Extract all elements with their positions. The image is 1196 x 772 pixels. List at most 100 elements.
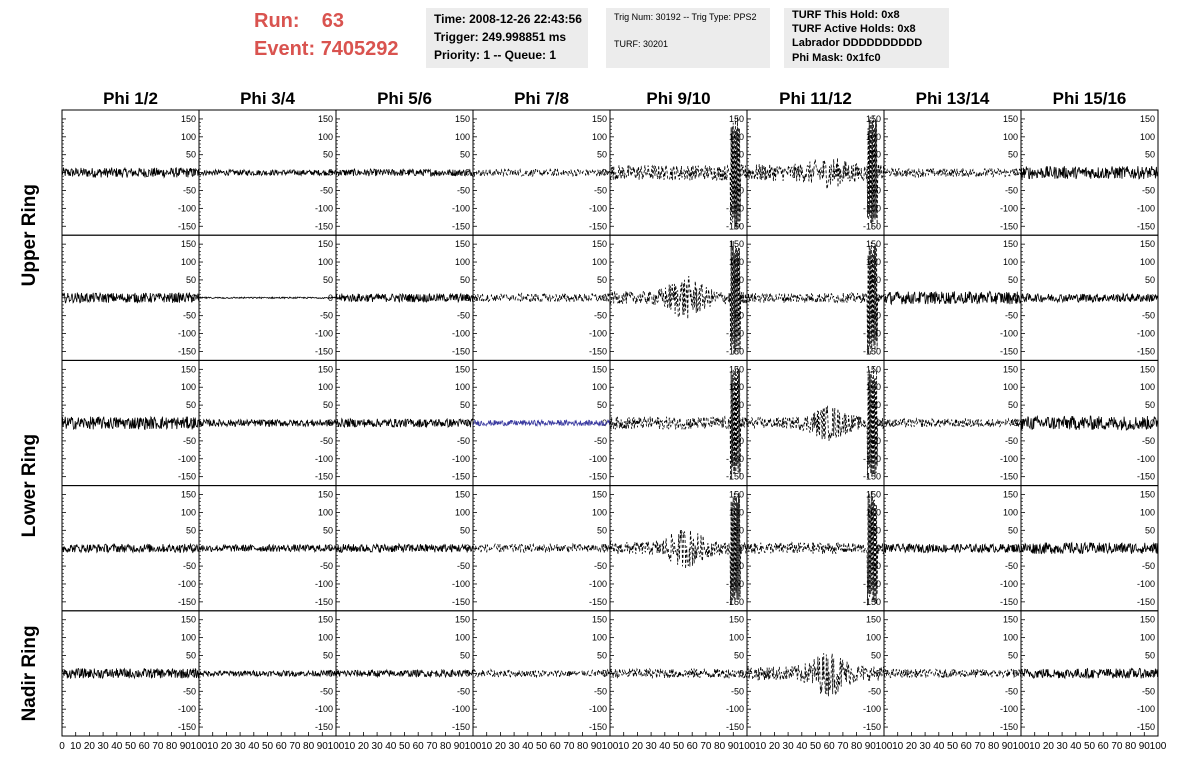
y-tick-label: -100 [315,704,333,714]
y-tick-label: 50 [186,525,196,535]
y-tick-label: 50 [597,150,607,160]
y-tick-label: -150 [1137,221,1155,231]
y-tick-label: -150 [315,722,333,732]
y-tick-label: 50 [460,400,470,410]
x-tick-label: 60 [824,741,836,752]
y-tick-label: 0 [328,668,333,678]
y-tick-label: -150 [726,597,744,607]
panel-frame [609,610,748,737]
y-tick-label: 100 [181,132,196,142]
y-tick-label: 150 [181,490,196,500]
x-tick-label: 40 [522,741,534,752]
y-tick-label: -50 [320,185,333,195]
y-tick-label: 100 [1003,132,1018,142]
y-tick-label: -150 [589,221,607,231]
time-info-box: Time: 2008-12-26 22:43:56 Trigger: 249.9… [426,8,588,68]
trig-num-text: Trig Num: 30192 -- Trig Type: PPS2 [614,12,757,22]
x-tick-label: 20 [632,741,644,752]
waveform-trace [1020,166,1159,180]
y-tick-label: 0 [876,543,881,553]
waveform-trace [746,491,885,606]
y-tick-label: 150 [318,490,333,500]
x-tick-label: 50 [262,741,274,752]
y-tick-label: 0 [739,668,744,678]
y-tick-label: 150 [181,239,196,249]
y-tick-label: -150 [1137,346,1155,356]
event-label-line: Event: 7405292 [254,38,399,61]
waveform-trace [1020,415,1159,432]
y-tick-label: 50 [871,150,881,160]
y-tick-label: 0 [328,543,333,553]
x-tick-label: 20 [84,741,96,752]
y-tick-label: 0 [1013,668,1018,678]
waveform-trace [472,292,610,303]
time-text: Time: 2008-12-26 22:43:56 [434,12,582,26]
x-tick-label: 50 [947,741,959,752]
x-tick-label: 10 [70,741,82,752]
y-tick-label: -50 [1142,686,1155,696]
waveform-trace [883,167,1022,179]
y-tick-label: -150 [452,597,470,607]
y-tick-label: 150 [1140,239,1155,249]
column-header: Phi 3/4 [240,89,295,108]
waveform-trace [1020,667,1159,680]
x-tick-label: 30 [372,741,384,752]
y-tick-label: 50 [871,400,881,410]
x-tick-label: 80 [714,741,726,752]
y-tick-label: -150 [452,722,470,732]
column-header: Phi 9/10 [646,89,710,108]
x-tick-label: 90 [1139,741,1151,752]
x-tick-label: 20 [495,741,507,752]
y-tick-label: 0 [602,418,607,428]
y-tick-label: -50 [183,436,196,446]
y-tick-label: 50 [1145,275,1155,285]
y-tick-label: -50 [594,686,607,696]
turf-info-box: TURF This Hold: 0x8 TURF Active Holds: 0… [784,8,949,68]
y-tick-label: -50 [183,686,196,696]
y-tick-label: 50 [186,150,196,160]
y-tick-label: -100 [452,454,470,464]
column-header: Phi 11/12 [779,89,852,108]
x-tick-label: 50 [1084,741,1096,752]
waveform-trace [61,542,200,554]
y-tick-label: 50 [871,275,881,285]
y-tick-label: 150 [866,364,881,374]
x-tick-label: 30 [1057,741,1069,752]
x-tick-label: 90 [180,741,192,752]
waveform-trace [883,542,1022,554]
x-tick-label: 10 [892,741,904,752]
waveform-trace [609,116,748,230]
y-tick-label: 100 [592,633,607,643]
y-tick-label: -100 [863,454,881,464]
waveform-trace [61,667,200,680]
y-tick-label: -150 [1000,722,1018,732]
waveform-trace [61,291,200,304]
x-tick-label: 70 [426,741,438,752]
column-header: Phi 15/16 [1053,89,1127,108]
y-tick-label: 150 [1140,490,1155,500]
y-tick-label: 150 [592,364,607,374]
y-tick-label: -150 [589,597,607,607]
y-tick-label: -50 [457,436,470,446]
x-tick-label: 50 [673,741,685,752]
y-tick-label: 150 [1140,364,1155,374]
x-tick-label: 80 [440,741,452,752]
y-tick-label: -50 [1005,561,1018,571]
turf-text: TURF: 30201 [614,39,669,49]
y-tick-label: 0 [602,668,607,678]
y-tick-label: -100 [1137,329,1155,339]
waveform-trace [609,667,748,680]
x-tick-label: 70 [974,741,986,752]
y-tick-label: -50 [320,436,333,446]
y-tick-label: -150 [178,597,196,607]
x-tick-label: 60 [139,741,151,752]
y-tick-label: 50 [460,651,470,661]
y-tick-label: 50 [323,400,333,410]
y-tick-label: 100 [455,132,470,142]
x-tick-label: 10 [207,741,219,752]
y-tick-label: 150 [455,615,470,625]
x-tick-label: 80 [166,741,178,752]
waveform-trace [335,168,474,177]
y-tick-label: -50 [320,311,333,321]
waveform-trace [335,417,474,429]
